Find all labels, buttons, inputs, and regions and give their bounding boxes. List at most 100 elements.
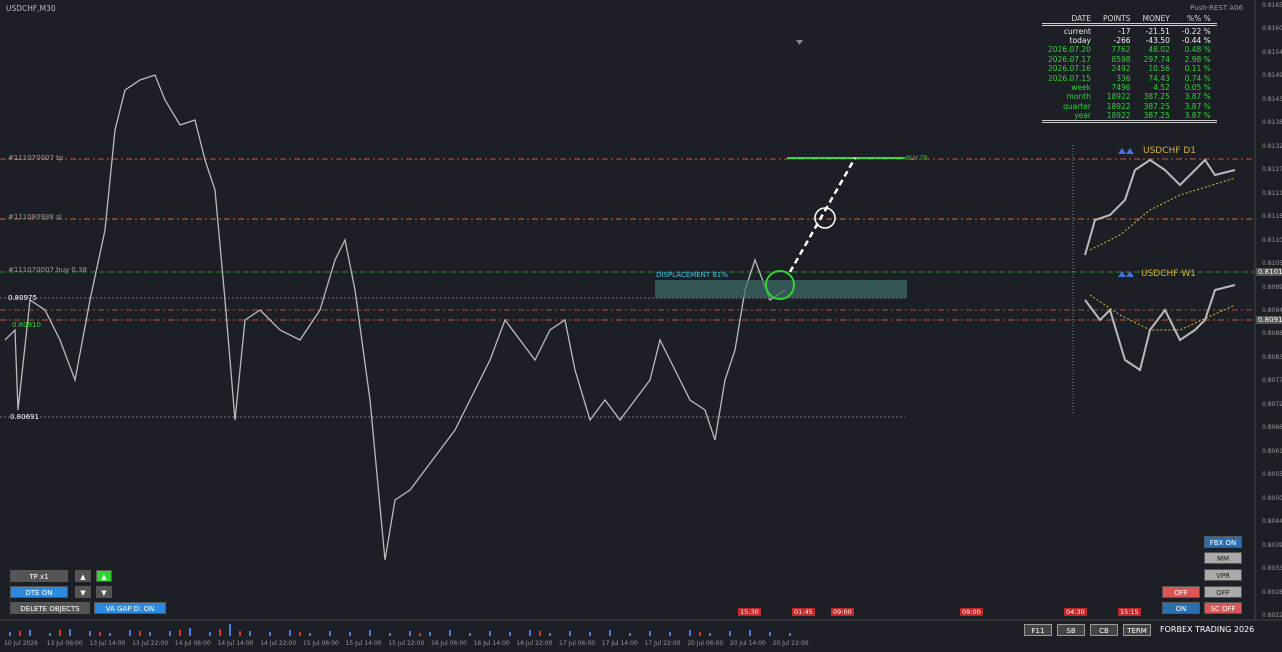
time-label: 14 Jul 06:00 (174, 640, 211, 647)
table-cell: 18922 (1106, 101, 1131, 111)
table-cell: 336 (1116, 73, 1131, 83)
table-cell: 0.05 % (1184, 82, 1211, 92)
time-label: 15 Jul 22:00 (388, 640, 425, 647)
table-row: current -17 -21.51 -0.22 % (1042, 24, 1217, 36)
footer-button[interactable]: TERM (1123, 624, 1151, 636)
time-label: 15 Jul 14:00 (345, 640, 382, 647)
time-label: 17 Jul 06:00 (559, 640, 596, 647)
vpr-button[interactable]: VPR (1204, 569, 1242, 581)
buy-tp-label: BUY TP (906, 155, 928, 162)
session-marker: 01:45 (792, 608, 815, 616)
session-marker: 09:00 (831, 608, 854, 616)
table-cell: 2.98 % (1184, 54, 1211, 64)
footer-button[interactable]: SB (1057, 624, 1085, 636)
price-label: 0.80555 (1262, 471, 1282, 479)
table-cell: 0.11 % (1184, 64, 1211, 74)
table-cell: 387.25 (1143, 92, 1170, 102)
d1-label: USDCHF D1 (1143, 146, 1196, 156)
footer-button[interactable]: F11 (1024, 624, 1052, 636)
time-label: 20 Jul 14:00 (729, 640, 766, 647)
table-cell: 48.02 (1148, 45, 1170, 55)
mm-button[interactable]: MM (1204, 552, 1242, 564)
table-cell: 8598 (1111, 54, 1131, 64)
table-cell: 2492 (1111, 64, 1131, 74)
time-label: 13 Jul 14:00 (89, 640, 126, 647)
dte-button[interactable]: DTE ON (10, 586, 68, 598)
price-label: 0.80445 (1262, 518, 1282, 526)
va-gap-button[interactable]: VA GAP D: ON (94, 602, 166, 614)
up-button[interactable]: ▲ (96, 570, 112, 582)
up-button[interactable]: ▲ (75, 570, 91, 582)
volume (9, 624, 791, 636)
table-row: 2026.07.16 2492 10.56 0.11 % (1042, 64, 1217, 73)
price-label: 0.80665 (1262, 424, 1282, 432)
table-cell: year (1074, 111, 1091, 121)
level-label: 0.80975 (8, 294, 37, 302)
time-label: 17 Jul 22:00 (644, 640, 681, 647)
table-cell: today (1069, 35, 1091, 45)
table-cell: current (1063, 26, 1091, 36)
time-label: 10 Jul 2026 (4, 640, 38, 647)
table-cell: 74.43 (1148, 73, 1170, 83)
table-cell: 7762 (1111, 45, 1131, 55)
table-cell: -266 (1113, 35, 1131, 45)
d1-arrow (1118, 148, 1126, 154)
table-cell: month (1066, 92, 1091, 102)
d1-arrow (1126, 148, 1134, 154)
connection-status: Push-REST A06 (1190, 4, 1244, 12)
time-label: 20 Jul 06:00 (687, 640, 724, 647)
session-marker: 15:15 (1118, 608, 1141, 616)
d1-price (1084, 158, 1236, 256)
d1-average (1089, 177, 1236, 251)
current-price-tag: 0.81017 (1256, 268, 1282, 276)
symbol-title: USDCHF,M30 (6, 4, 56, 13)
column-header: DATE (1071, 14, 1091, 24)
table-cell: -0.22 % (1181, 26, 1211, 36)
table-cell: 3.87 % (1184, 92, 1211, 102)
table-row: 2026.07.20 7762 48.02 0.48 % (1042, 45, 1217, 54)
table-row: week 7496 4.52 0.05 % (1042, 83, 1217, 92)
w1-arrow (1126, 271, 1134, 277)
volume (19, 629, 701, 636)
table-header: DATE POINTS MONEY %% % (1042, 14, 1217, 25)
table-cell: -43.50 (1145, 35, 1170, 45)
sc-button[interactable]: SC OFF (1204, 602, 1242, 614)
column-header: POINTS (1102, 14, 1131, 24)
footer-button[interactable]: CB (1090, 624, 1118, 636)
price-label: 0.81105 (1262, 236, 1282, 244)
price-label: 0.80885 (1262, 330, 1282, 338)
off-button[interactable]: OFF (1204, 586, 1242, 598)
table-cell: quarter (1063, 101, 1091, 111)
tp-button[interactable]: TP x1 (10, 570, 68, 582)
session-marker: 04:30 (1064, 608, 1087, 616)
scroll-marker (796, 40, 803, 45)
table-cell: 297.74 (1143, 54, 1170, 64)
table-cell: 2026.07.20 (1048, 45, 1091, 55)
down-button[interactable]: ▼ (96, 586, 112, 598)
entry-circle (765, 270, 795, 300)
price-label: 0.81325 (1262, 142, 1282, 150)
w1-arrow (1118, 271, 1126, 277)
delete-button[interactable]: DELETE OBJECTS (10, 602, 90, 614)
table-row: quarter 18922 387.25 3.87 % (1042, 102, 1217, 111)
table-cell: 18922 (1106, 92, 1131, 102)
fbx-button[interactable]: FBX ON (1204, 536, 1242, 548)
down-button[interactable]: ▼ (75, 586, 91, 598)
table-cell: 4.52 (1153, 82, 1170, 92)
time-label: 14 Jul 14:00 (217, 640, 254, 647)
on-button[interactable]: ON (1162, 602, 1200, 614)
order-label: #111070007 buy 0.38 (8, 266, 88, 274)
level-label: 0.80691 (10, 413, 39, 421)
off-button[interactable]: OFF (1162, 586, 1200, 598)
price-label: 0.81545 (1262, 48, 1282, 56)
time-label: 16 Jul 22:00 (516, 640, 553, 647)
